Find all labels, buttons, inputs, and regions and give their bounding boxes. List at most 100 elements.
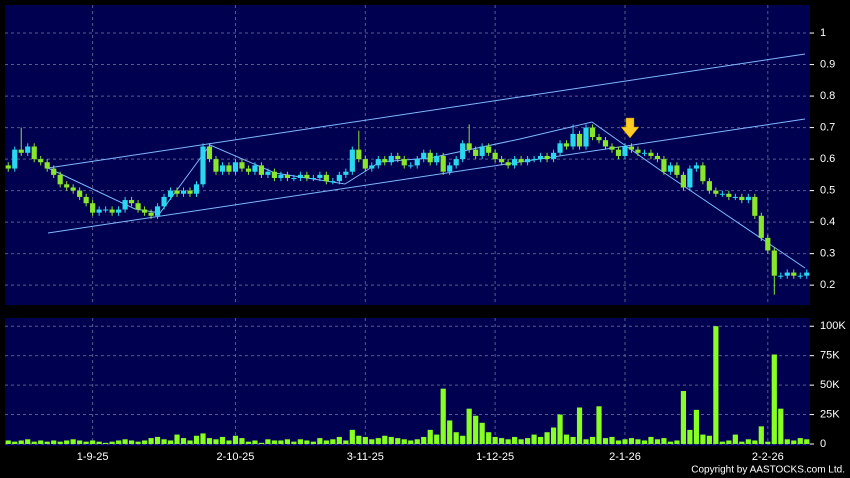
volume-bar xyxy=(687,429,693,444)
y-tick-label: 0.9 xyxy=(820,58,835,70)
volume-bar xyxy=(622,439,628,444)
volume-bar xyxy=(778,408,784,444)
y-tick-label: 0.7 xyxy=(820,121,835,133)
y-tick-label: 0.6 xyxy=(820,153,835,165)
candle-body xyxy=(589,127,596,138)
volume-bar xyxy=(771,354,777,444)
volume-bar xyxy=(116,440,122,444)
candle-body xyxy=(713,190,719,194)
candle-body xyxy=(323,174,329,182)
x-tick-label: 2-1-26 xyxy=(609,451,641,463)
candle-body xyxy=(25,146,31,153)
candle-body xyxy=(148,212,154,216)
candle-body xyxy=(401,159,407,166)
volume-bar xyxy=(161,439,167,444)
volume-bar xyxy=(758,426,764,444)
candle-body xyxy=(453,159,459,166)
candle-body xyxy=(96,209,102,213)
candle-body xyxy=(382,159,388,163)
volume-bar xyxy=(466,408,472,444)
candle-body xyxy=(602,140,609,147)
candle-body xyxy=(726,193,732,197)
volume-bar xyxy=(615,440,622,444)
volume-bar xyxy=(70,439,76,444)
candle-body xyxy=(635,149,641,153)
volume-bar xyxy=(148,438,154,444)
volume-bar xyxy=(537,436,544,444)
candle-body xyxy=(375,159,381,166)
candle-body xyxy=(369,165,375,169)
candle-body xyxy=(687,168,693,188)
candle-body xyxy=(219,165,226,172)
x-tick-label: 2-10-25 xyxy=(217,451,255,463)
volume-bar xyxy=(180,438,187,444)
volume-bar xyxy=(51,440,57,444)
candle-body xyxy=(499,159,505,163)
volume-bar xyxy=(518,439,524,444)
candle-body xyxy=(505,162,511,166)
candle-body xyxy=(622,146,628,156)
candle-body xyxy=(583,127,589,147)
volume-bar xyxy=(745,439,751,444)
volume-bar xyxy=(154,436,161,444)
volume-bar xyxy=(654,439,661,444)
candle-body xyxy=(492,152,498,160)
candle-body xyxy=(765,237,771,251)
volume-bar xyxy=(505,439,511,444)
candle-body xyxy=(310,178,316,180)
candle-body xyxy=(674,165,680,175)
candle-body xyxy=(479,146,485,156)
candle-body xyxy=(778,275,784,277)
volume-bar xyxy=(369,439,375,444)
candle-body xyxy=(180,190,187,194)
volume-bar xyxy=(44,441,50,444)
volume-bar xyxy=(752,440,758,444)
volume-bar xyxy=(401,439,407,444)
candle-body xyxy=(434,155,440,163)
candle-body xyxy=(265,171,271,175)
volume-bar xyxy=(122,439,128,444)
volume-bar xyxy=(31,441,37,444)
candle-body xyxy=(609,146,615,150)
candle-body xyxy=(700,165,706,182)
y-tick-label: 100K xyxy=(820,320,846,332)
signal-arrow xyxy=(620,117,640,139)
volume-bar xyxy=(680,391,687,444)
candle-body xyxy=(512,159,518,166)
candle-body xyxy=(596,137,602,141)
volume-bar xyxy=(544,432,550,444)
volume-bar xyxy=(765,441,771,444)
candle-body xyxy=(771,250,777,276)
volume-bar xyxy=(226,440,232,444)
volume-bar xyxy=(77,440,83,444)
volume-bar xyxy=(297,439,303,444)
volume-bar xyxy=(719,441,725,444)
candle-body xyxy=(12,149,18,169)
volume-bar xyxy=(25,439,31,444)
volume-bar xyxy=(103,442,109,444)
volume-bar xyxy=(284,439,290,444)
candle-body xyxy=(161,196,167,207)
candle-body xyxy=(44,162,50,169)
volume-bar xyxy=(265,439,271,444)
candle-body xyxy=(141,209,148,213)
candle-body xyxy=(122,200,128,210)
x-tick-label: 1-12-25 xyxy=(476,451,514,463)
volume-bar xyxy=(784,439,790,444)
volume-bar xyxy=(693,409,699,444)
candle-body xyxy=(271,171,278,179)
candle-body xyxy=(544,155,550,160)
copyright: Copyright by AASTOCKS.com Ltd. xyxy=(691,465,845,476)
volume-bar xyxy=(460,435,466,444)
volume-bar xyxy=(323,440,329,444)
candle-body xyxy=(466,143,472,150)
y-tick-label: 0.8 xyxy=(820,90,835,102)
volume-bar xyxy=(141,440,148,444)
candle-body xyxy=(83,196,89,204)
y-tick-label: 0.2 xyxy=(820,279,835,291)
volume-bar xyxy=(453,432,459,444)
candle-body xyxy=(57,174,63,185)
volume-bar xyxy=(700,434,706,444)
volume-bar xyxy=(167,440,174,444)
candle-body xyxy=(200,146,206,185)
